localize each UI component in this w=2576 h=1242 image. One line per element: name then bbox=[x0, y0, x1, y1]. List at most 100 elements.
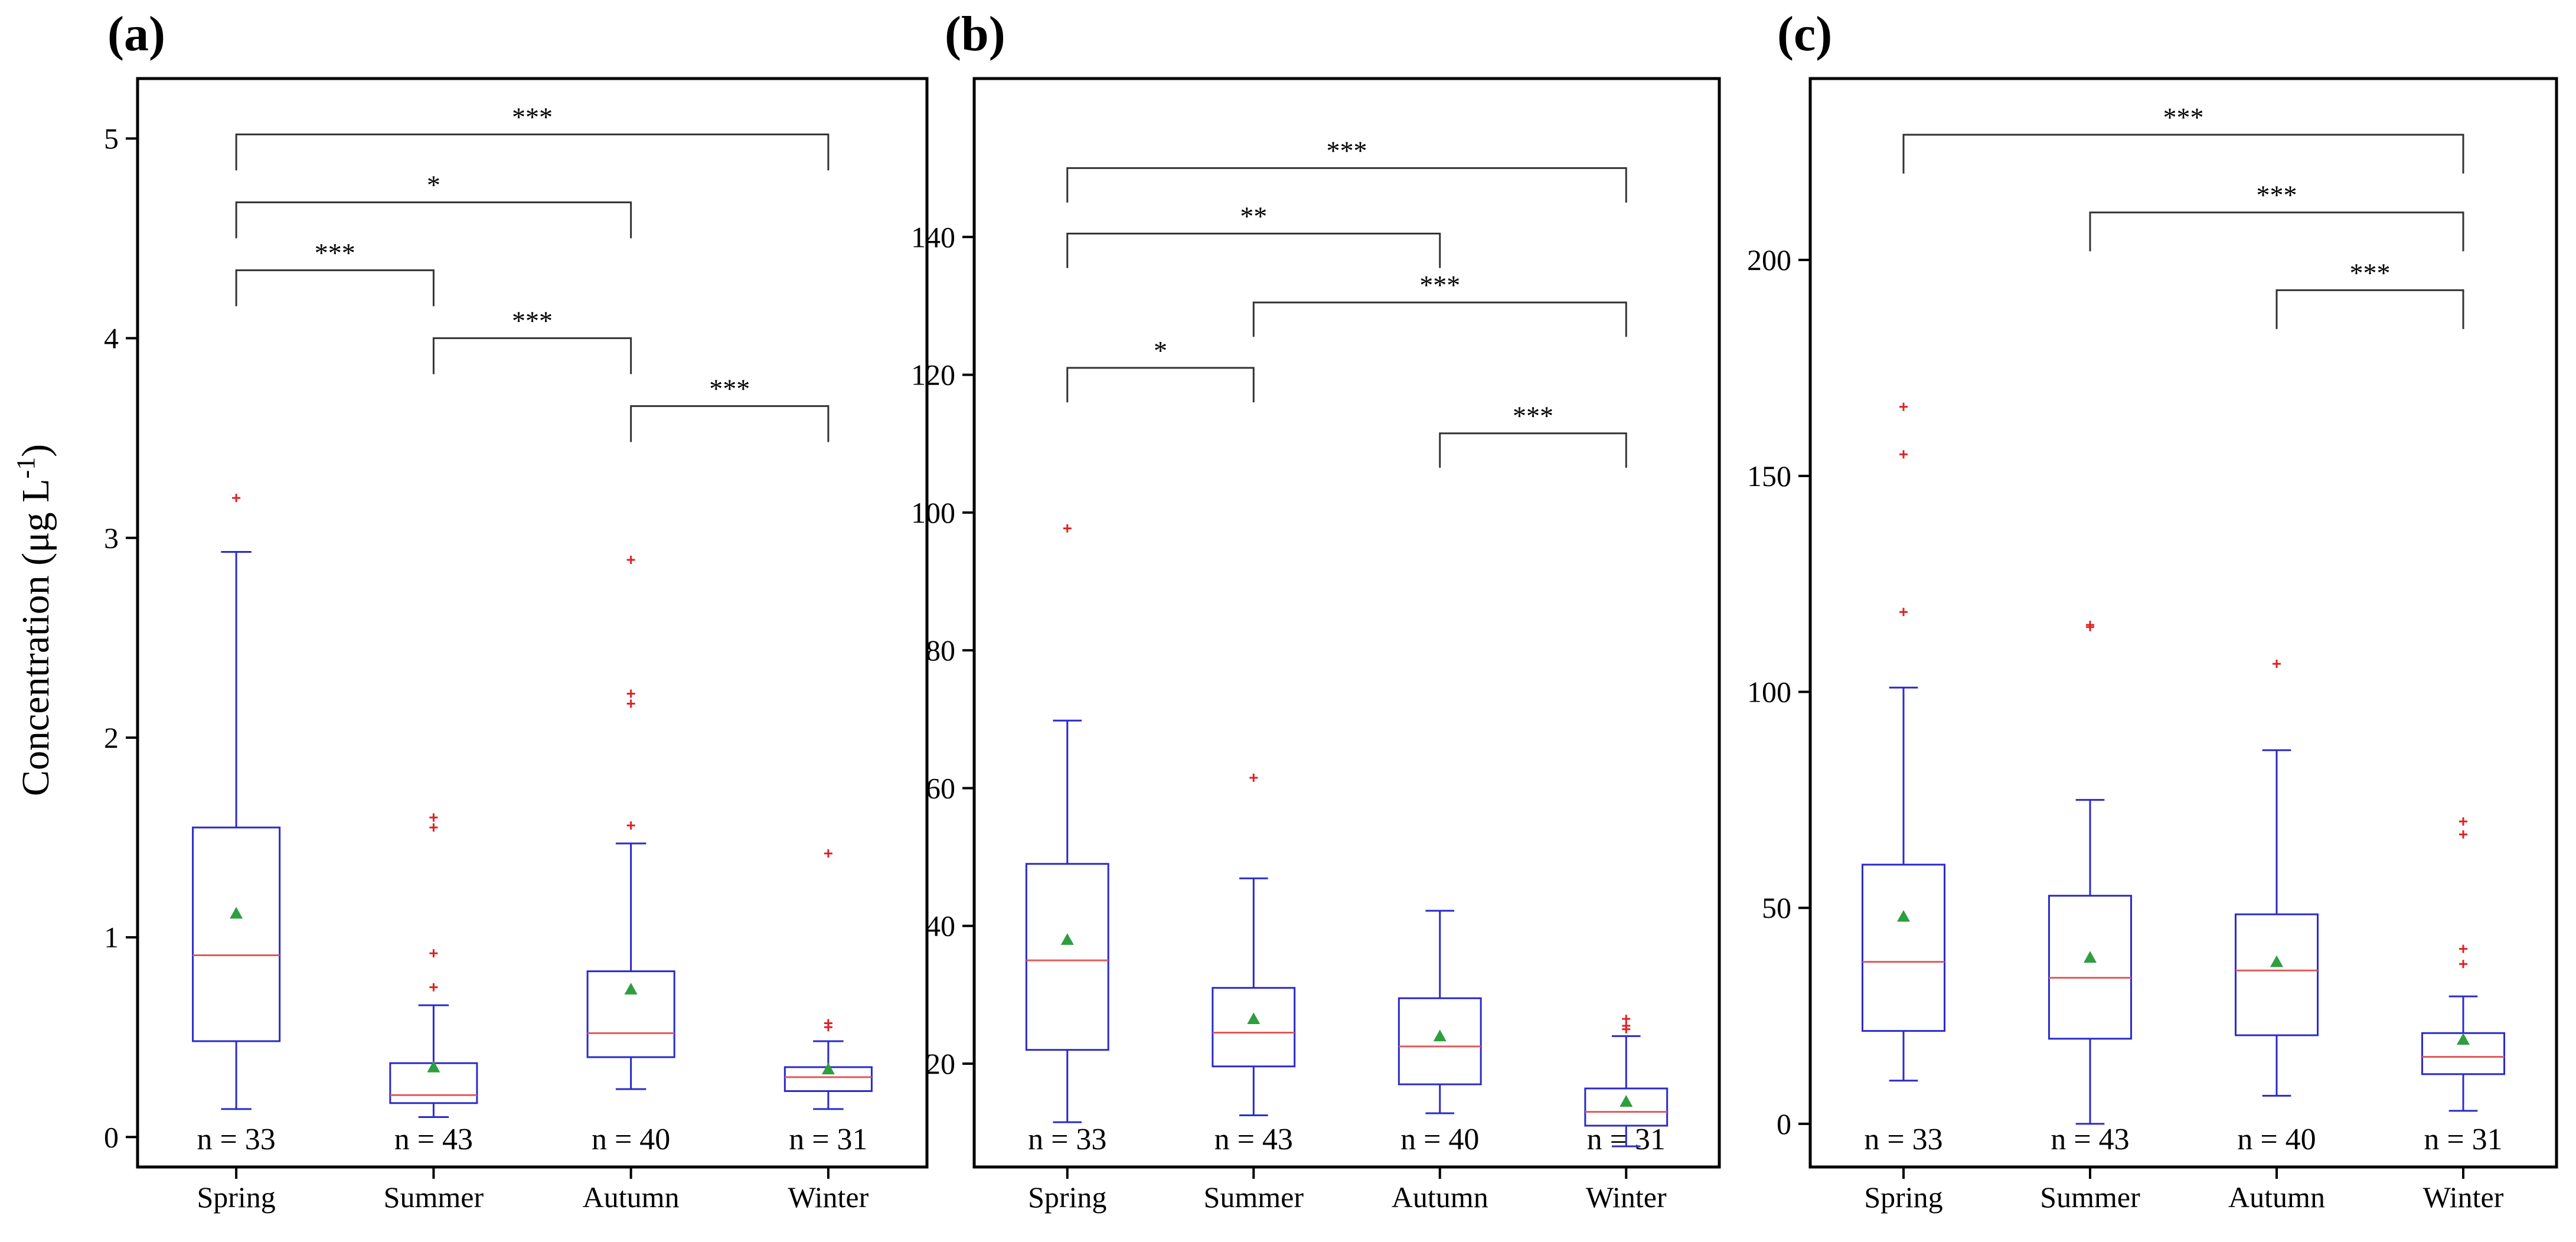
box-spring bbox=[1025, 524, 1109, 1123]
iqr-box bbox=[1398, 997, 1482, 1085]
outlier-point bbox=[1899, 608, 1908, 617]
significance-bracket: *** bbox=[2089, 180, 2464, 252]
panel-letter: (c) bbox=[1777, 6, 1832, 61]
y-tick-label: 0 bbox=[104, 1120, 119, 1153]
outlier-point bbox=[2459, 960, 2467, 969]
significance-label: *** bbox=[2257, 180, 2297, 210]
x-tick-label: Summer bbox=[2040, 1181, 2140, 1214]
bracket-line bbox=[2275, 289, 2464, 330]
iqr-box bbox=[2048, 895, 2133, 1040]
mean-marker bbox=[427, 1060, 440, 1073]
outlier-point bbox=[1899, 450, 1908, 459]
significance-label: ** bbox=[1240, 201, 1267, 231]
significance-label: *** bbox=[315, 238, 355, 268]
mean-marker bbox=[2457, 1033, 2470, 1045]
panel-letter: (a) bbox=[107, 6, 165, 61]
mean-marker bbox=[2084, 951, 2097, 963]
y-tick-label: 2 bbox=[104, 721, 119, 754]
plot-frame bbox=[972, 77, 1721, 1169]
panel-3: (c) 0 50 100 150 200 Spring n = 33 Summer n = 43 A… bbox=[1747, 6, 2558, 1214]
outlier-point bbox=[626, 821, 635, 830]
significance-bracket: *** bbox=[432, 306, 632, 374]
significance-label: *** bbox=[1419, 270, 1460, 300]
bracket-line bbox=[1439, 432, 1627, 468]
outlier-point bbox=[1249, 773, 1258, 782]
sample-size-label: n = 31 bbox=[789, 1123, 867, 1156]
y-tick-label: 0 bbox=[1777, 1107, 1791, 1140]
box-autumn bbox=[586, 555, 675, 1090]
mean-marker bbox=[1247, 1012, 1261, 1025]
box-spring bbox=[192, 494, 281, 1110]
significance-bracket: *** bbox=[1439, 401, 1627, 468]
y-axis-label-close: ) bbox=[14, 444, 57, 457]
significance-label: *** bbox=[709, 374, 750, 404]
box-spring bbox=[1861, 402, 1946, 1082]
significance-bracket: ** bbox=[1066, 201, 1441, 268]
box-winter bbox=[783, 849, 873, 1110]
outlier-point bbox=[626, 555, 635, 564]
significance-bracket: *** bbox=[1066, 136, 1627, 203]
mean-marker bbox=[624, 983, 638, 995]
y-tick-label: 150 bbox=[1747, 459, 1791, 493]
y-tick-label: 5 bbox=[104, 122, 119, 155]
mean-marker bbox=[1060, 933, 1074, 945]
y-tick-label: 3 bbox=[104, 521, 119, 555]
iqr-box bbox=[1025, 863, 1109, 1051]
bracket-line bbox=[235, 269, 435, 307]
mean-marker bbox=[2270, 955, 2283, 967]
y-tick-label: 100 bbox=[911, 496, 955, 529]
panel-1: (a) 0 1 2 3 4 5 Spring n = 33 Summer n = 43 Autumn n… bbox=[104, 6, 929, 1214]
significance-bracket: *** bbox=[235, 238, 435, 307]
box-winter bbox=[2421, 817, 2506, 1112]
iqr-box bbox=[1584, 1087, 1669, 1127]
y-tick-label: 120 bbox=[911, 358, 955, 392]
bracket-line bbox=[1066, 232, 1441, 268]
sample-size-label: n = 31 bbox=[2424, 1123, 2502, 1156]
panel-2: (b) 20 40 60 80 100 120 140 Spring n = 33 Summer n … bbox=[911, 6, 1721, 1214]
significance-label: * bbox=[1154, 335, 1167, 366]
significance-label: * bbox=[427, 170, 440, 200]
significance-bracket: * bbox=[1066, 335, 1255, 403]
outlier-point bbox=[824, 849, 832, 858]
y-tick-label: 50 bbox=[1762, 891, 1791, 924]
outlier-point bbox=[2459, 944, 2467, 953]
box-summer bbox=[1212, 773, 1296, 1117]
mean-marker bbox=[1620, 1095, 1633, 1107]
significance-label: *** bbox=[2163, 102, 2204, 132]
y-tick-label: 20 bbox=[926, 1047, 955, 1080]
outlier-point bbox=[429, 949, 438, 958]
x-tick-label: Autumn bbox=[2228, 1181, 2325, 1214]
outlier-point bbox=[626, 699, 635, 708]
bracket-line bbox=[1066, 167, 1627, 203]
sample-size-label: n = 43 bbox=[1214, 1123, 1293, 1156]
outlier-point bbox=[2273, 659, 2281, 668]
outlier-point bbox=[626, 689, 635, 698]
x-tick-label: Autumn bbox=[1392, 1181, 1488, 1214]
mean-marker bbox=[230, 907, 243, 919]
sample-size-label: n = 40 bbox=[592, 1123, 670, 1156]
significance-bracket: *** bbox=[1252, 270, 1627, 337]
y-axis-label: Concentration (μg L-1) bbox=[11, 444, 57, 796]
significance-label: *** bbox=[2350, 257, 2391, 288]
x-tick-label: Summer bbox=[1204, 1181, 1304, 1214]
bracket-line bbox=[235, 133, 830, 171]
y-tick-label: 140 bbox=[911, 220, 955, 253]
y-tick-label: 4 bbox=[104, 322, 119, 355]
outlier-point bbox=[1063, 524, 1072, 533]
x-tick-label: Winter bbox=[2423, 1181, 2504, 1214]
y-axis-label-superscript: -1 bbox=[11, 457, 40, 479]
significance-bracket: *** bbox=[235, 102, 830, 171]
outlier-point bbox=[1899, 402, 1908, 411]
iqr-box bbox=[2234, 913, 2319, 1036]
y-tick-label: 80 bbox=[926, 634, 955, 667]
y-axis-label-text: Concentration (μg L bbox=[14, 479, 57, 797]
x-tick-label: Winter bbox=[1586, 1181, 1667, 1214]
outlier-point bbox=[2459, 817, 2467, 826]
significance-label: *** bbox=[512, 306, 553, 336]
y-tick-label: 60 bbox=[926, 771, 955, 804]
plot-frame bbox=[1808, 77, 2558, 1169]
bracket-line bbox=[630, 405, 830, 442]
x-tick-label: Spring bbox=[197, 1181, 275, 1214]
significance-bracket: * bbox=[235, 170, 632, 239]
iqr-box bbox=[192, 826, 281, 1042]
